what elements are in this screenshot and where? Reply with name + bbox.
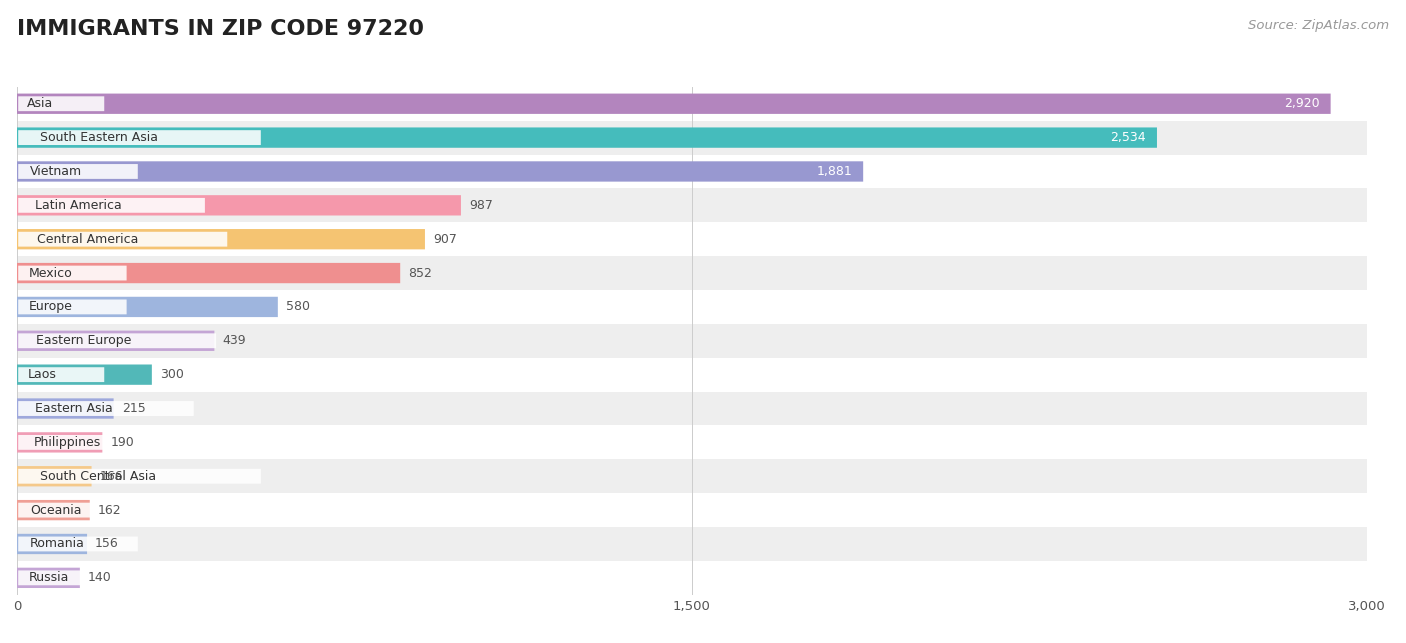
Bar (17, 358, 1367, 392)
FancyBboxPatch shape (17, 432, 103, 453)
Bar (17, 87, 1367, 121)
FancyBboxPatch shape (17, 94, 1330, 114)
Text: Russia: Russia (30, 572, 69, 584)
Bar (17, 290, 1367, 324)
Bar (17, 426, 1367, 459)
FancyBboxPatch shape (18, 266, 127, 280)
Bar (17, 493, 1367, 527)
Text: 190: 190 (111, 436, 134, 449)
FancyBboxPatch shape (17, 297, 278, 317)
FancyBboxPatch shape (17, 500, 90, 520)
FancyBboxPatch shape (17, 365, 152, 385)
FancyBboxPatch shape (17, 127, 1157, 148)
FancyBboxPatch shape (17, 568, 80, 588)
Text: Oceania: Oceania (30, 503, 82, 516)
Text: 2,920: 2,920 (1284, 97, 1319, 110)
FancyBboxPatch shape (18, 300, 127, 314)
FancyBboxPatch shape (18, 401, 194, 416)
FancyBboxPatch shape (18, 333, 217, 349)
Text: Vietnam: Vietnam (30, 165, 82, 178)
Text: Laos: Laos (27, 368, 56, 381)
Bar (17, 222, 1367, 256)
Text: 156: 156 (96, 538, 120, 550)
FancyBboxPatch shape (17, 399, 114, 419)
Bar (17, 324, 1367, 358)
FancyBboxPatch shape (17, 229, 425, 249)
Text: Latin America: Latin America (35, 199, 122, 212)
FancyBboxPatch shape (18, 536, 138, 552)
Text: Romania: Romania (30, 538, 84, 550)
FancyBboxPatch shape (18, 469, 260, 484)
Text: 140: 140 (89, 572, 111, 584)
Bar (17, 154, 1367, 188)
Text: Philippines: Philippines (34, 436, 101, 449)
Text: Asia: Asia (27, 97, 53, 110)
Bar (17, 256, 1367, 290)
Text: 2,534: 2,534 (1111, 131, 1146, 144)
Text: 987: 987 (470, 199, 494, 212)
Text: 300: 300 (160, 368, 184, 381)
Text: 215: 215 (122, 402, 145, 415)
Bar (17, 121, 1367, 154)
Text: Europe: Europe (30, 300, 73, 313)
Text: IMMIGRANTS IN ZIP CODE 97220: IMMIGRANTS IN ZIP CODE 97220 (17, 19, 423, 39)
FancyBboxPatch shape (18, 503, 138, 518)
Text: 439: 439 (222, 334, 246, 347)
FancyBboxPatch shape (18, 367, 104, 382)
FancyBboxPatch shape (17, 534, 87, 554)
FancyBboxPatch shape (17, 466, 91, 486)
Bar (17, 527, 1367, 561)
FancyBboxPatch shape (17, 331, 214, 351)
Text: 162: 162 (98, 503, 121, 516)
Text: 852: 852 (408, 267, 432, 280)
Bar (17, 459, 1367, 493)
Bar (17, 392, 1367, 426)
Bar (17, 561, 1367, 595)
FancyBboxPatch shape (18, 231, 228, 247)
FancyBboxPatch shape (18, 570, 127, 585)
FancyBboxPatch shape (18, 96, 104, 111)
Text: 907: 907 (433, 233, 457, 246)
Bar (17, 188, 1367, 222)
Text: 580: 580 (285, 300, 309, 313)
FancyBboxPatch shape (17, 161, 863, 181)
Text: South Central Asia: South Central Asia (39, 470, 156, 483)
Text: Eastern Asia: Eastern Asia (35, 402, 112, 415)
FancyBboxPatch shape (18, 198, 205, 213)
FancyBboxPatch shape (18, 435, 183, 450)
FancyBboxPatch shape (17, 195, 461, 215)
FancyBboxPatch shape (18, 130, 260, 145)
Text: Source: ZipAtlas.com: Source: ZipAtlas.com (1249, 19, 1389, 32)
Text: Mexico: Mexico (30, 267, 73, 280)
FancyBboxPatch shape (17, 263, 401, 283)
Text: Central America: Central America (37, 233, 139, 246)
Text: Eastern Europe: Eastern Europe (37, 334, 132, 347)
Text: 1,881: 1,881 (815, 165, 852, 178)
Text: South Eastern Asia: South Eastern Asia (39, 131, 157, 144)
FancyBboxPatch shape (18, 164, 138, 179)
Text: 166: 166 (100, 470, 124, 483)
